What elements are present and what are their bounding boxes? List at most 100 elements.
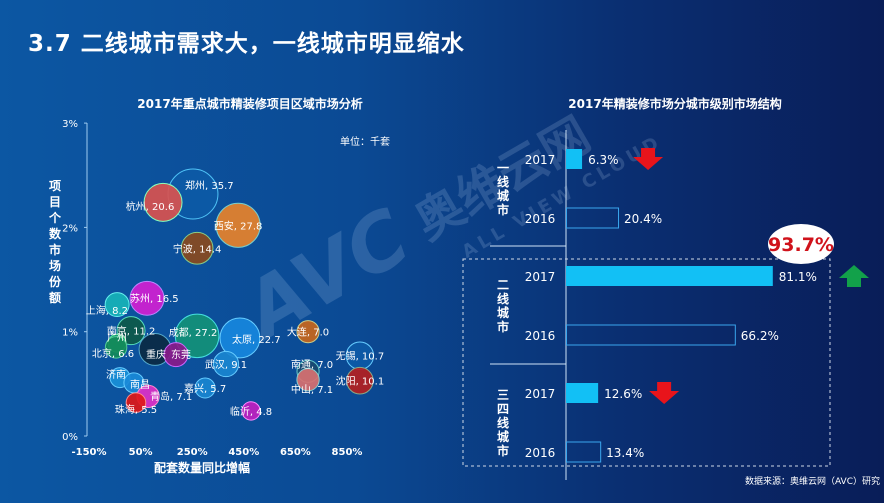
highlight-box xyxy=(462,258,831,467)
y-axis-label-char: 市 xyxy=(49,242,61,257)
y-axis-label-char: 份 xyxy=(49,274,62,289)
trend-up-arrow-icon xyxy=(839,265,869,287)
bubble-label: 西安, 27.8 xyxy=(214,219,263,232)
bar xyxy=(566,441,602,463)
bubble-chart-title: 2017年重点城市精装修项目区域市场分析 xyxy=(137,96,362,111)
bubble-label: 中山, 7.1 xyxy=(291,383,333,396)
source-note: 数据来源：奥维云网（AVC）研究 xyxy=(745,475,880,487)
y-tick-label: 1% xyxy=(62,328,78,339)
y-axis-label-char: 场 xyxy=(49,259,61,273)
bar xyxy=(566,383,599,403)
bubble-label: 南通, 7.0 xyxy=(291,358,333,371)
year-label: 2017 xyxy=(525,387,556,401)
bar-value-label: 66.2% xyxy=(741,329,779,343)
bubble-label: 无锡, 10.7 xyxy=(336,350,385,363)
year-label: 2016 xyxy=(525,329,556,343)
svg-text:四: 四 xyxy=(497,402,509,416)
bar-row: 2017 12.6% xyxy=(525,382,680,404)
bar-value-label: 20.4% xyxy=(624,212,662,226)
group-label: 二线城市 xyxy=(497,278,509,334)
year-label: 2016 xyxy=(525,212,556,226)
svg-text:城: 城 xyxy=(497,305,509,320)
svg-text:二: 二 xyxy=(497,278,509,292)
bubble xyxy=(215,202,261,248)
bar xyxy=(566,324,736,346)
x-tick-label: -150% xyxy=(71,447,106,458)
trend-down-arrow-icon xyxy=(633,148,664,170)
svg-text:三: 三 xyxy=(497,388,509,402)
y-axis-label-char: 项 xyxy=(49,179,61,193)
bubble xyxy=(125,392,147,413)
bubble-label: 沈阳, 10.1 xyxy=(336,375,385,388)
bar xyxy=(566,207,620,229)
bubble xyxy=(129,280,165,316)
callout-value: 93.7% xyxy=(768,234,834,256)
bubble xyxy=(180,231,214,265)
bar xyxy=(566,266,773,286)
bar-row: 2016 20.4% xyxy=(525,207,662,229)
svg-text:市: 市 xyxy=(497,443,509,458)
bubble-label: 上海, 8.2 xyxy=(86,304,128,317)
bubble-label: 成都, 27.2 xyxy=(169,327,218,339)
bubble-label: 南昌 xyxy=(130,378,150,391)
x-tick-label: 450% xyxy=(228,447,259,458)
x-axis-label: 配套数量同比增幅 xyxy=(154,460,250,475)
bar-row: 2016 66.2% xyxy=(525,324,779,346)
bubble-label: 苏州, 16.5 xyxy=(130,292,179,305)
bar-value-label: 12.6% xyxy=(604,387,642,401)
bubble-label: 武汉, 9.1 xyxy=(205,358,247,371)
year-label: 2017 xyxy=(525,270,556,284)
bubble xyxy=(163,342,189,368)
y-axis-label-char: 目 xyxy=(49,195,61,209)
bar-row: 2017 6.3% xyxy=(525,148,664,170)
x-tick-label: 50% xyxy=(129,447,153,458)
y-axis-label-char: 数 xyxy=(49,226,62,241)
y-tick-label: 3% xyxy=(62,119,78,130)
svg-text:市: 市 xyxy=(497,202,509,217)
bar-value-label: 6.3% xyxy=(588,153,619,167)
bubble xyxy=(104,292,130,318)
bubble xyxy=(346,366,374,395)
bubble-label: 宁波, 14.4 xyxy=(173,242,222,255)
svg-text:一: 一 xyxy=(497,161,509,175)
bar-chart-title: 2017年精装修市场分城市级别市场结构 xyxy=(568,96,781,111)
svg-text:市: 市 xyxy=(497,319,509,334)
bubble xyxy=(219,317,261,359)
svg-text:城: 城 xyxy=(497,429,509,444)
bubble-label: 珠海, 5.5 xyxy=(115,403,157,416)
bubble-label: 郑州, 35.7 xyxy=(185,179,234,192)
bubble xyxy=(104,336,128,359)
bubble-label: 大连, 7.0 xyxy=(287,326,329,339)
y-tick-label: 0% xyxy=(62,432,78,443)
bubble xyxy=(212,350,240,378)
bar-row: 2017 81.1% xyxy=(525,265,869,287)
svg-text:线: 线 xyxy=(497,174,509,189)
x-tick-label: 850% xyxy=(332,447,363,458)
unit-note: 单位：千套 xyxy=(340,135,390,148)
bubble-label: 南京, 11.2 xyxy=(107,325,156,338)
group-label: 一线城市 xyxy=(497,161,509,217)
bubble xyxy=(241,401,261,421)
svg-text:线: 线 xyxy=(497,415,509,430)
bubble xyxy=(143,182,183,222)
trend-down-arrow-icon xyxy=(649,382,680,404)
bubble xyxy=(194,377,216,399)
bubble-label: 杭州, 20.6 xyxy=(126,200,175,213)
bubble xyxy=(296,320,320,344)
bar xyxy=(566,149,583,169)
bubble-label: 济南 xyxy=(106,368,126,381)
x-tick-label: 250% xyxy=(177,447,208,458)
bubble xyxy=(296,368,320,392)
bar-row: 2016 13.4% xyxy=(525,441,644,463)
bar-value-label: 13.4% xyxy=(606,446,644,460)
bubble xyxy=(174,313,220,359)
svg-text:城: 城 xyxy=(497,188,509,203)
x-tick-label: 650% xyxy=(280,447,311,458)
page-title: 3.7 二线城市需求大，一线城市明显缩水 xyxy=(28,31,465,57)
year-label: 2017 xyxy=(525,153,556,167)
bubble-label: 太原, 22.7 xyxy=(232,333,281,346)
bubble-label: 临沂, 4.8 xyxy=(230,405,272,418)
